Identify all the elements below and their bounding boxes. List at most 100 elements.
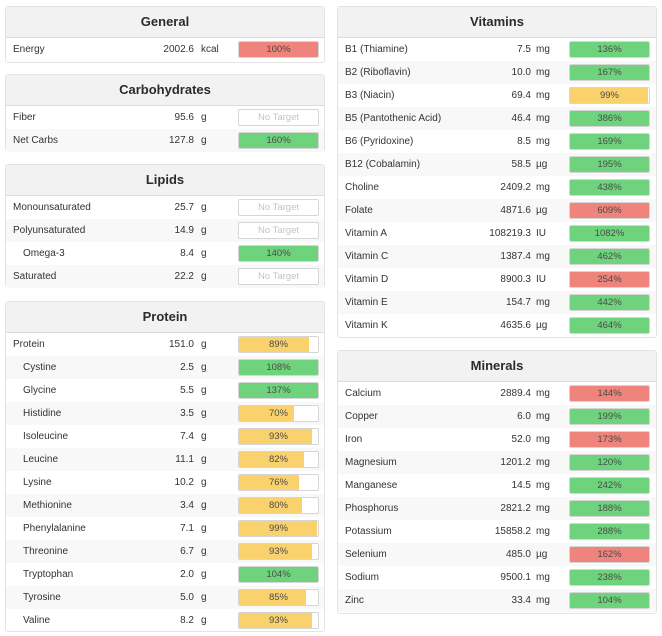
nutrient-row[interactable]: Valine 8.2 g 93% — [6, 609, 324, 632]
nutrient-row[interactable]: Magnesium 1201.2 mg 120% — [338, 451, 656, 474]
nutrient-row[interactable]: Vitamin C 1387.4 mg 462% — [338, 245, 656, 268]
nutrient-row[interactable]: B5 (Pantothenic Acid) 46.4 mg 386% — [338, 107, 656, 130]
progress-fill — [570, 478, 649, 493]
progress-fill — [570, 226, 649, 241]
protein-header: Protein — [6, 302, 324, 333]
nutrient-amount: 6.0 — [517, 411, 531, 422]
progress-fill — [239, 475, 300, 490]
nutrient-unit: g — [201, 523, 207, 534]
nutrient-unit: g — [201, 408, 207, 419]
nutrient-row[interactable]: Lysine 10.2 g 76% — [6, 471, 324, 494]
target-progress-bar: No Target — [238, 222, 319, 239]
progress-fill — [570, 134, 649, 149]
nutrient-row[interactable]: B12 (Cobalamin) 58.5 µg 195% — [338, 153, 656, 176]
progress-label: 99% — [599, 90, 619, 101]
nutrient-row[interactable]: Vitamin D 8900.3 IU 254% — [338, 268, 656, 291]
nutrient-amount: 127.8 — [168, 135, 194, 146]
nutrient-name: Protein — [13, 339, 45, 350]
progress-label: 104% — [597, 595, 622, 606]
nutrient-name: Lysine — [23, 477, 52, 488]
nutrient-row[interactable]: Iron 52.0 mg 173% — [338, 428, 656, 451]
target-progress-bar: 140% — [238, 245, 319, 262]
target-progress-bar: No Target — [238, 268, 319, 285]
progress-label: No Target — [257, 202, 299, 213]
progress-fill — [239, 567, 318, 582]
nutrient-row[interactable]: Isoleucine 7.4 g 93% — [6, 425, 324, 448]
nutrient-row[interactable]: Vitamin A 108219.3 IU 1082% — [338, 222, 656, 245]
nutrient-row[interactable]: Energy 2002.6 kcal 100% — [6, 38, 324, 61]
progress-label: 195% — [597, 159, 622, 170]
nutrient-unit: mg — [536, 388, 550, 399]
target-progress-bar: 162% — [569, 546, 650, 563]
progress-label: 100% — [266, 44, 291, 55]
nutrient-unit: µg — [536, 320, 548, 331]
vitamins-rows: B1 (Thiamine) 7.5 mg 136% B2 (Riboflavin) 10.… — [338, 38, 656, 337]
target-progress-bar: 85% — [238, 589, 319, 606]
nutrient-row[interactable]: Histidine 3.5 g 70% — [6, 402, 324, 425]
nutrient-amount: 2.0 — [180, 569, 194, 580]
nutrient-row[interactable]: Sodium 9500.1 mg 238% — [338, 566, 656, 589]
nutrient-name: Saturated — [13, 271, 57, 282]
nutrient-name: Choline — [345, 182, 379, 193]
nutrient-row[interactable]: Vitamin K 4635.6 µg 464% — [338, 314, 656, 337]
nutrient-row[interactable]: Omega-3 8.4 g 140% — [6, 242, 324, 265]
nutrient-row[interactable]: Protein 151.0 g 89% — [6, 333, 324, 356]
nutrient-row[interactable]: Selenium 485.0 µg 162% — [338, 543, 656, 566]
progress-fill — [239, 133, 318, 148]
progress-fill — [570, 203, 649, 218]
nutrient-amount: 52.0 — [511, 434, 531, 445]
progress-fill — [570, 524, 649, 539]
progress-fill — [239, 590, 307, 605]
nutrient-amount: 14.9 — [174, 225, 194, 236]
nutrient-row[interactable]: Phenylalanine 7.1 g 99% — [6, 517, 324, 540]
nutrient-row[interactable]: B3 (Niacin) 69.4 mg 99% — [338, 84, 656, 107]
nutrient-row[interactable]: B6 (Pyridoxine) 8.5 mg 169% — [338, 130, 656, 153]
nutrient-row[interactable]: Vitamin E 154.7 mg 442% — [338, 291, 656, 314]
nutrient-row[interactable]: Calcium 2889.4 mg 144% — [338, 382, 656, 405]
nutrient-row[interactable]: B2 (Riboflavin) 10.0 mg 167% — [338, 61, 656, 84]
target-progress-bar: 160% — [238, 132, 319, 149]
nutrient-name: Phenylalanine — [23, 523, 86, 534]
nutrient-row[interactable]: Manganese 14.5 mg 242% — [338, 474, 656, 497]
nutrient-row[interactable]: Glycine 5.5 g 137% — [6, 379, 324, 402]
nutrient-row[interactable]: Leucine 11.1 g 82% — [6, 448, 324, 471]
nutrient-row[interactable]: Folate 4871.6 µg 609% — [338, 199, 656, 222]
progress-fill — [570, 501, 649, 516]
progress-label: No Target — [257, 225, 299, 236]
nutrient-row[interactable]: Methionine 3.4 g 80% — [6, 494, 324, 517]
target-progress-bar: 199% — [569, 408, 650, 425]
progress-fill — [239, 337, 310, 352]
nutrient-name: Manganese — [345, 480, 398, 491]
progress-fill — [239, 544, 313, 559]
nutrient-row[interactable]: Zinc 33.4 mg 104% — [338, 589, 656, 612]
nutrient-name: Isoleucine — [23, 431, 69, 442]
nutrient-row[interactable]: Copper 6.0 mg 199% — [338, 405, 656, 428]
nutrient-unit: g — [201, 202, 207, 213]
nutrient-name: Omega-3 — [23, 248, 65, 259]
target-progress-bar: 104% — [238, 566, 319, 583]
nutrient-row[interactable]: Tyrosine 5.0 g 85% — [6, 586, 324, 609]
nutrient-row[interactable]: Potassium 15858.2 mg 288% — [338, 520, 656, 543]
nutrient-amount: 33.4 — [511, 595, 531, 606]
nutrient-row[interactable]: Choline 2409.2 mg 438% — [338, 176, 656, 199]
nutrient-unit: mg — [536, 480, 550, 491]
nutrient-row[interactable]: Tryptophan 2.0 g 104% — [6, 563, 324, 586]
nutrient-row[interactable]: Polyunsaturated 14.9 g No Target — [6, 219, 324, 242]
nutrient-name: Net Carbs — [13, 135, 59, 146]
nutrient-row[interactable]: Cystine 2.5 g 108% — [6, 356, 324, 379]
nutrient-name: Vitamin C — [345, 251, 389, 262]
nutrient-amount: 8.2 — [180, 615, 194, 626]
nutrient-row[interactable]: Saturated 22.2 g No Target — [6, 265, 324, 288]
nutrient-unit: g — [201, 500, 207, 511]
nutrient-row[interactable]: Threonine 6.7 g 93% — [6, 540, 324, 563]
minerals-panel: Minerals Calcium 2889.4 mg 144% Copper 6.0 mg 1… — [337, 350, 657, 614]
nutrient-amount: 8900.3 — [500, 274, 531, 285]
nutrient-row[interactable]: Net Carbs 127.8 g 160% — [6, 129, 324, 152]
nutrient-row[interactable]: Phosphorus 2821.2 mg 188% — [338, 497, 656, 520]
nutrient-row[interactable]: Fiber 95.6 g No Target — [6, 106, 324, 129]
target-progress-bar: 288% — [569, 523, 650, 540]
progress-fill — [570, 111, 649, 126]
nutrient-row[interactable]: Monounsaturated 25.7 g No Target — [6, 196, 324, 219]
nutrient-unit: g — [201, 339, 207, 350]
nutrient-row[interactable]: B1 (Thiamine) 7.5 mg 136% — [338, 38, 656, 61]
